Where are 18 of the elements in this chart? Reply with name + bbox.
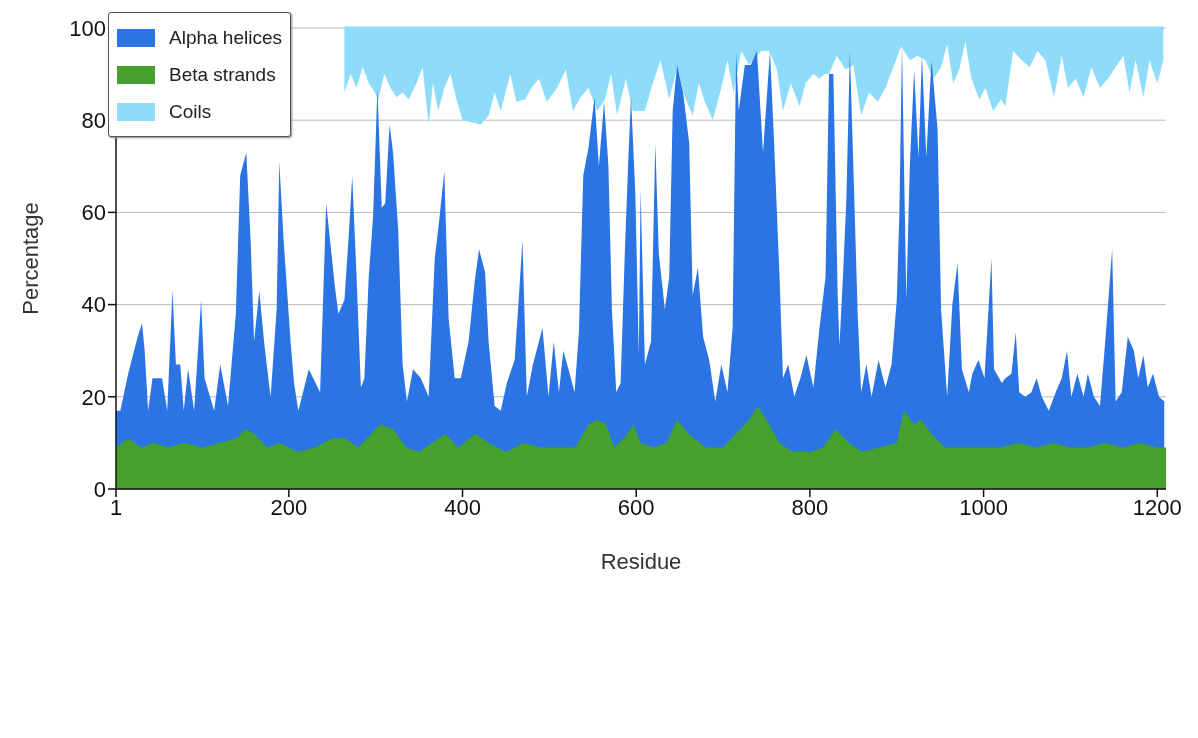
x-tick-label: 400 <box>444 494 481 520</box>
x-tick-label: 800 <box>791 494 829 520</box>
y-tick-label: 0 <box>93 476 106 502</box>
y-tick-label: 40 <box>81 292 106 318</box>
legend-label: Beta strands <box>169 63 276 86</box>
x-tick-label: 1 <box>109 494 123 520</box>
y-tick-label: 100 <box>69 15 106 41</box>
y-tick-label: 80 <box>81 108 106 134</box>
x-tick-label: 1000 <box>959 494 1009 520</box>
y-axis-title: Percentage <box>17 202 43 315</box>
y-tick-label: 20 <box>81 384 106 410</box>
x-axis-title: Residue <box>600 549 682 574</box>
x-tick-label: 200 <box>270 494 308 520</box>
legend-label: Coils <box>169 100 212 123</box>
y-tick-label: 60 <box>81 200 106 226</box>
x-tick-label: 1200 <box>1132 494 1182 520</box>
x-tick-label: 600 <box>617 494 655 520</box>
legend-label: Alpha helices <box>169 26 283 49</box>
